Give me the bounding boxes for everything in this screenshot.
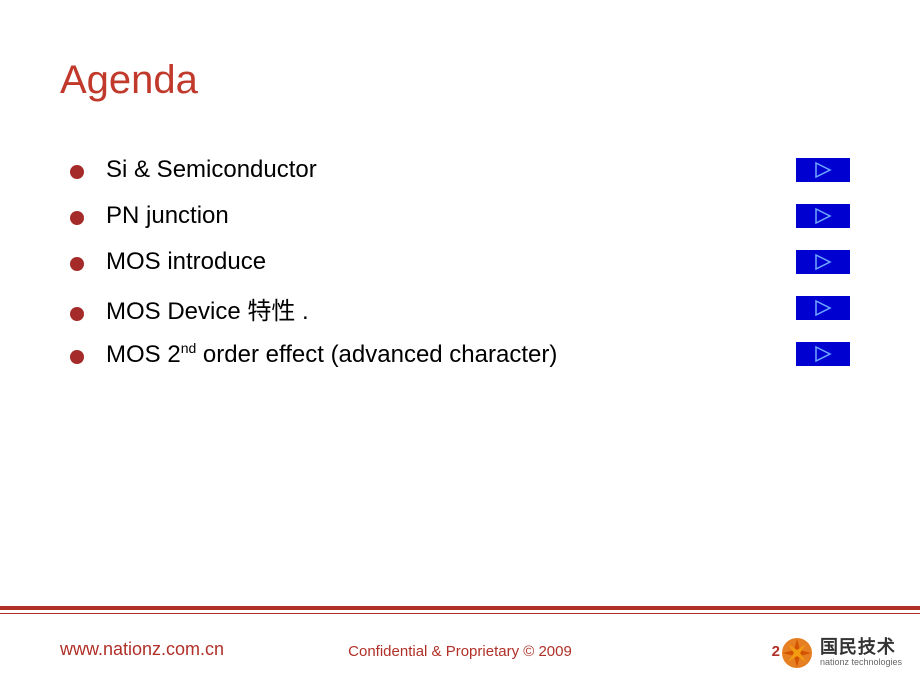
play-button[interactable] bbox=[796, 250, 850, 274]
agenda-row: MOS Device 特性 . bbox=[70, 293, 850, 323]
agenda-item-text: Si & Semiconductor bbox=[106, 156, 317, 184]
logo-text: 国民技术 nationz technologies bbox=[820, 638, 902, 668]
agenda-item: MOS introduce bbox=[70, 248, 266, 276]
slide: Agenda Si & Semiconductor PN junction MOS … bbox=[0, 0, 920, 690]
agenda-item: PN junction bbox=[70, 202, 229, 230]
agenda-list: Si & Semiconductor PN junction MOS introdu… bbox=[70, 155, 850, 385]
bullet-icon bbox=[70, 165, 84, 179]
agenda-item-text: MOS 2nd order effect (advanced character… bbox=[106, 340, 557, 369]
agenda-row: PN junction bbox=[70, 201, 850, 231]
bullet-icon bbox=[70, 307, 84, 321]
play-button[interactable] bbox=[796, 158, 850, 182]
agenda-item: MOS 2nd order effect (advanced character… bbox=[70, 340, 557, 369]
bullet-icon bbox=[70, 211, 84, 225]
play-icon bbox=[814, 208, 832, 224]
bullet-icon bbox=[70, 350, 84, 364]
agenda-item: MOS Device 特性 . bbox=[70, 291, 309, 326]
agenda-item-text: MOS Device 特性 . bbox=[106, 291, 309, 326]
footer-rule-thin bbox=[0, 613, 920, 614]
play-icon bbox=[814, 254, 832, 270]
agenda-row: MOS 2nd order effect (advanced character… bbox=[70, 339, 850, 369]
agenda-item-text: MOS introduce bbox=[106, 248, 266, 276]
slide-title: Agenda bbox=[60, 58, 198, 103]
company-logo: 国民技术 nationz technologies bbox=[780, 636, 902, 670]
agenda-item-text: PN junction bbox=[106, 202, 229, 230]
footer-page-number: 2 bbox=[772, 643, 780, 660]
play-button[interactable] bbox=[796, 342, 850, 366]
agenda-row: Si & Semiconductor bbox=[70, 155, 850, 185]
agenda-row: MOS introduce bbox=[70, 247, 850, 277]
logo-text-en: nationz technologies bbox=[820, 658, 902, 668]
logo-icon bbox=[780, 636, 814, 670]
logo-text-cn: 国民技术 bbox=[820, 638, 902, 658]
play-icon bbox=[814, 346, 832, 362]
agenda-item: Si & Semiconductor bbox=[70, 156, 317, 184]
play-button[interactable] bbox=[796, 296, 850, 320]
play-button[interactable] bbox=[796, 204, 850, 228]
play-icon bbox=[814, 300, 832, 316]
play-icon bbox=[814, 162, 832, 178]
footer-rule-thick bbox=[0, 606, 920, 610]
bullet-icon bbox=[70, 257, 84, 271]
footer: www.nationz.com.cn Confidential & Propri… bbox=[0, 630, 920, 690]
